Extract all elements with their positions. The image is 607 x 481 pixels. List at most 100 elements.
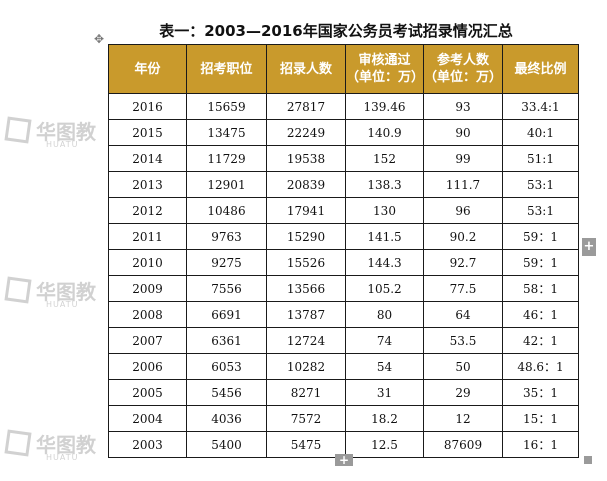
table-cell: 15290 bbox=[266, 223, 346, 250]
table-cell: 111.7 bbox=[423, 171, 503, 198]
table-row: 2012 10486 17941 130 96 53:1 bbox=[108, 197, 579, 224]
table-row: 2003 5400 5475 12.5 87609 16：1 bbox=[108, 431, 579, 458]
column-header: 年份 bbox=[108, 44, 187, 94]
column-header: 招录人数 bbox=[266, 44, 346, 94]
table-cell: 2004 bbox=[108, 405, 187, 432]
column-header: 招考职位 bbox=[186, 44, 267, 94]
table-cell: 64 bbox=[423, 301, 503, 328]
table-cell: 12 bbox=[423, 405, 503, 432]
watermark-subtext: HUATU bbox=[46, 453, 79, 462]
table-cell: 58：1 bbox=[502, 275, 579, 302]
table-cell: 2005 bbox=[108, 379, 187, 406]
table-cell: 140.9 bbox=[345, 119, 424, 146]
table-cell: 51:1 bbox=[502, 145, 579, 172]
table-cell: 90.2 bbox=[423, 223, 503, 250]
table-cell: 2012 bbox=[108, 197, 187, 224]
watermark-text: 华图教 bbox=[36, 120, 96, 144]
table-cell: 22249 bbox=[266, 119, 346, 146]
table-cell: 33.4:1 bbox=[502, 93, 579, 120]
table-cell: 9763 bbox=[186, 223, 267, 250]
table-body: 2016 15659 27817 139.46 93 33.4:1 2015 13475 222… bbox=[108, 93, 579, 458]
table-cell: 80 bbox=[345, 301, 424, 328]
table-cell: 87609 bbox=[423, 431, 503, 458]
watermark-text: 华图教 bbox=[36, 433, 96, 457]
table-cell: 5456 bbox=[186, 379, 267, 406]
table-cell: 5400 bbox=[186, 431, 267, 458]
table-cell: 6361 bbox=[186, 327, 267, 354]
table-cell: 50 bbox=[423, 353, 503, 380]
table-cell: 152 bbox=[345, 145, 424, 172]
watermark-logo: 华图教 HUATU bbox=[4, 272, 116, 312]
table-cell: 10282 bbox=[266, 353, 346, 380]
table-cell: 2007 bbox=[108, 327, 187, 354]
table-cell: 96 bbox=[423, 197, 503, 224]
table-cell: 59：1 bbox=[502, 249, 579, 276]
table-cell: 2015 bbox=[108, 119, 187, 146]
table-cell: 90 bbox=[423, 119, 503, 146]
move-handle-icon[interactable]: ✥ bbox=[93, 32, 105, 46]
table-cell: 15659 bbox=[186, 93, 267, 120]
table-cell: 11729 bbox=[186, 145, 267, 172]
table-cell: 6053 bbox=[186, 353, 267, 380]
table-row: 2013 12901 20839 138.3 111.7 53:1 bbox=[108, 171, 579, 198]
watermark-text: 华图教 bbox=[36, 280, 96, 304]
table-cell: 141.5 bbox=[345, 223, 424, 250]
watermark-icon bbox=[4, 116, 32, 144]
table-cell: 31 bbox=[345, 379, 424, 406]
table-cell: 74 bbox=[345, 327, 424, 354]
table-cell: 92.7 bbox=[423, 249, 503, 276]
table-cell: 2006 bbox=[108, 353, 187, 380]
table-cell: 48.6：1 bbox=[502, 353, 579, 380]
table-cell: 59：1 bbox=[502, 223, 579, 250]
table-cell: 13787 bbox=[266, 301, 346, 328]
table-cell: 130 bbox=[345, 197, 424, 224]
table-cell: 2003 bbox=[108, 431, 187, 458]
recruitment-summary-table: 年份 招考职位 招录人数 审核通过 （单位：万） 参考人数 （单位：万） 最终比例 201… bbox=[108, 44, 579, 458]
add-row-handle-icon[interactable]: + bbox=[335, 454, 353, 466]
table-row: 2005 5456 8271 31 29 35：1 bbox=[108, 379, 579, 406]
table-row: 2016 15659 27817 139.46 93 33.4:1 bbox=[108, 93, 579, 120]
table-cell: 40:1 bbox=[502, 119, 579, 146]
watermark-icon bbox=[4, 276, 32, 304]
table-cell: 15：1 bbox=[502, 405, 579, 432]
table-cell: 54 bbox=[345, 353, 424, 380]
table-cell: 139.46 bbox=[345, 93, 424, 120]
resize-grip-icon[interactable] bbox=[584, 456, 592, 464]
table-cell: 2008 bbox=[108, 301, 187, 328]
table-cell: 7556 bbox=[186, 275, 267, 302]
table-cell: 2013 bbox=[108, 171, 187, 198]
table-cell: 9275 bbox=[186, 249, 267, 276]
table-header-row: 年份 招考职位 招录人数 审核通过 （单位：万） 参考人数 （单位：万） 最终比例 bbox=[108, 44, 579, 94]
table-cell: 2009 bbox=[108, 275, 187, 302]
table-row: 2010 9275 15526 144.3 92.7 59：1 bbox=[108, 249, 579, 276]
table-cell: 27817 bbox=[266, 93, 346, 120]
table-cell: 77.5 bbox=[423, 275, 503, 302]
table-row: 2011 9763 15290 141.5 90.2 59：1 bbox=[108, 223, 579, 250]
table-cell: 5475 bbox=[266, 431, 346, 458]
watermark-subtext: HUATU bbox=[46, 140, 79, 149]
table-cell: 4036 bbox=[186, 405, 267, 432]
table-cell: 13475 bbox=[186, 119, 267, 146]
table-title: 表一：2003—2016年国家公务员考试招录情况汇总 bbox=[159, 22, 513, 40]
table-cell: 6691 bbox=[186, 301, 267, 328]
table-cell: 144.3 bbox=[345, 249, 424, 276]
table-cell: 2011 bbox=[108, 223, 187, 250]
column-header: 参考人数 （单位：万） bbox=[423, 44, 503, 94]
add-column-handle-icon[interactable]: + bbox=[582, 238, 596, 256]
table-cell: 13566 bbox=[266, 275, 346, 302]
table-cell: 17941 bbox=[266, 197, 346, 224]
table-cell: 53.5 bbox=[423, 327, 503, 354]
watermark-logo: 华图教 HUATU bbox=[4, 425, 116, 465]
table-cell: 8271 bbox=[266, 379, 346, 406]
table-cell: 53:1 bbox=[502, 197, 579, 224]
table-cell: 42：1 bbox=[502, 327, 579, 354]
table-cell: 93 bbox=[423, 93, 503, 120]
watermark-logo: 华图教 HUATU bbox=[4, 112, 116, 152]
table-cell: 18.2 bbox=[345, 405, 424, 432]
table-cell: 16：1 bbox=[502, 431, 579, 458]
watermark-icon bbox=[4, 429, 32, 457]
table-cell: 12901 bbox=[186, 171, 267, 198]
table-cell: 105.2 bbox=[345, 275, 424, 302]
table-cell: 10486 bbox=[186, 197, 267, 224]
table-cell: 2010 bbox=[108, 249, 187, 276]
